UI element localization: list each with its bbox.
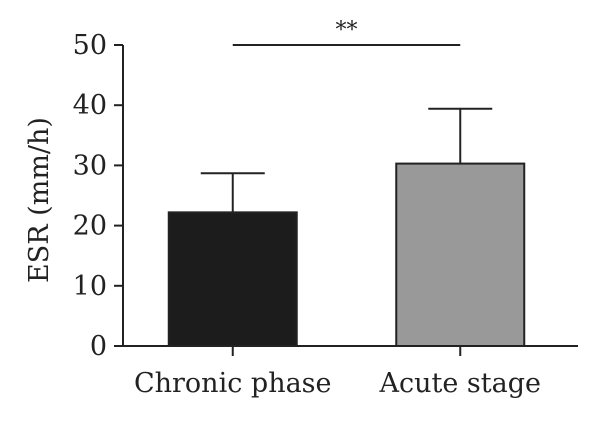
y-tick-label: 10 bbox=[73, 271, 107, 302]
x-axis: Chronic phase Acute stage bbox=[123, 345, 578, 399]
bars bbox=[167, 162, 526, 347]
significance-label: ** bbox=[336, 18, 358, 43]
y-tick-label: 0 bbox=[90, 331, 107, 362]
bar bbox=[395, 162, 526, 347]
y-tick-label: 40 bbox=[73, 90, 107, 121]
x-tick-label: Chronic phase bbox=[134, 368, 332, 399]
error-bars bbox=[200, 107, 493, 213]
y-tick-label: 30 bbox=[73, 150, 107, 181]
x-tick-label: Acute stage bbox=[379, 368, 542, 399]
y-tick-label: 50 bbox=[73, 30, 107, 61]
y-tick-label: 20 bbox=[73, 211, 107, 242]
y-axis: 0 10 20 30 40 50 bbox=[73, 30, 124, 362]
y-axis-title: ESR (mm/h) bbox=[24, 117, 55, 283]
bar bbox=[167, 211, 298, 347]
significance-bracket: ** bbox=[232, 18, 461, 46]
